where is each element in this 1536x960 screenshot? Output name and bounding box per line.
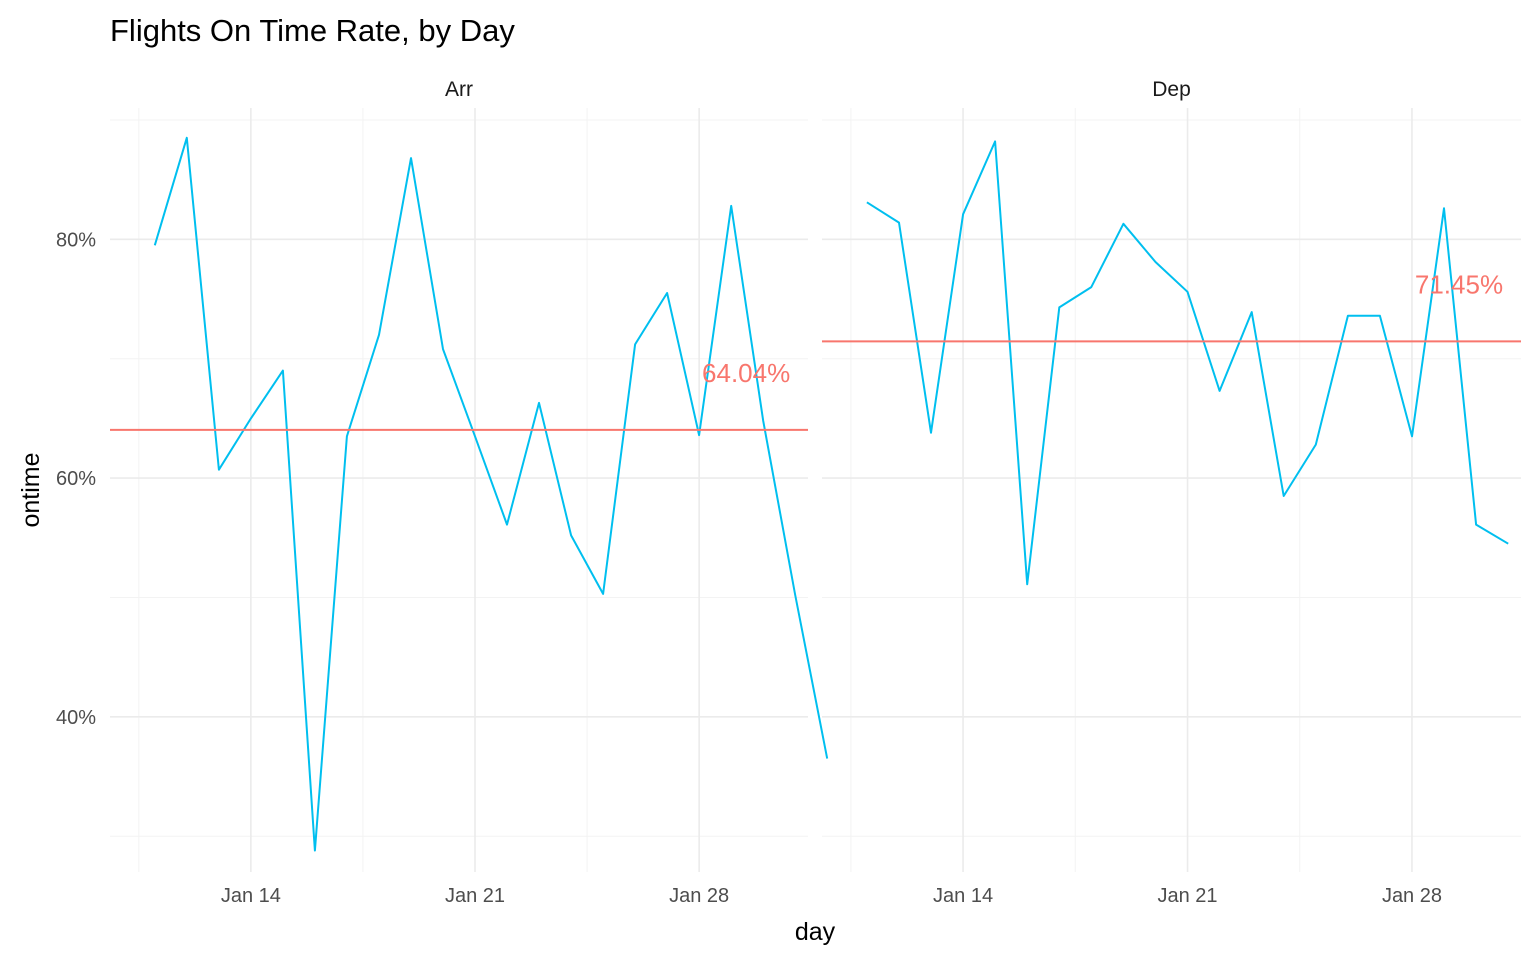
y-axis-title: ontime <box>17 452 45 527</box>
facet-strip-label: Arr <box>445 78 473 101</box>
x-tick-label: Jan 14 <box>933 885 993 907</box>
x-axis-title: day <box>795 918 836 946</box>
ontime-series-line <box>866 140 1509 586</box>
x-tick-label: Jan 14 <box>221 885 281 907</box>
y-tick-label: 40% <box>56 707 96 729</box>
facet-dep: Dep Jan 14 Jan 21 Jan 28 71.45% <box>822 78 1521 907</box>
mean-label: 71.45% <box>1415 269 1503 299</box>
chart-title: Flights On Time Rate, by Day <box>110 13 515 48</box>
y-tick-label: 60% <box>56 468 96 490</box>
y-axis-ticks: 40% 60% 80% <box>56 229 96 729</box>
x-tick-label: Jan 21 <box>445 885 505 907</box>
facet-arr: Arr Jan 14 Jan 21 Jan 28 64.04% <box>110 78 829 907</box>
x-tick-label: Jan 28 <box>1382 885 1442 907</box>
facet-strip-label: Dep <box>1152 78 1191 101</box>
x-tick-label: Jan 21 <box>1158 885 1218 907</box>
facet-panels: Arr Jan 14 Jan 21 Jan 28 64.04% Dep Jan 14 Jan … <box>110 78 1521 907</box>
x-tick-label: Jan 28 <box>669 885 729 907</box>
mean-label: 64.04% <box>702 358 790 388</box>
y-tick-label: 80% <box>56 229 96 251</box>
ontime-series-line <box>153 136 829 852</box>
